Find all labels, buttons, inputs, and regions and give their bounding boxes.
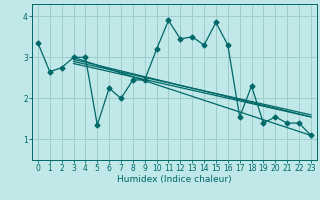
X-axis label: Humidex (Indice chaleur): Humidex (Indice chaleur) <box>117 175 232 184</box>
